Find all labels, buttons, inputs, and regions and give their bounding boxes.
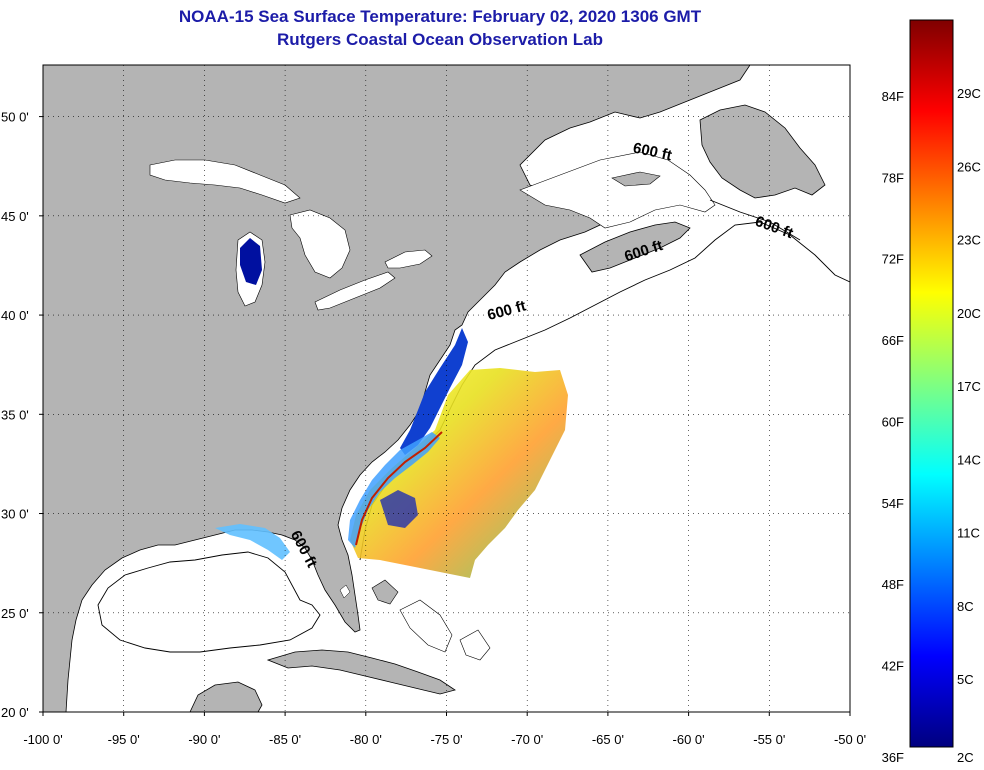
land-nova-scotia — [579, 221, 691, 273]
land-bahamas — [371, 579, 399, 605]
lat-tick-label: 25 0' — [1, 606, 29, 621]
lat-tick-label: 20 0' — [1, 705, 29, 720]
colorbar-f-label: 48F — [882, 577, 904, 592]
lon-tick-label: -70 0' — [511, 732, 543, 747]
land-newfoundland — [699, 104, 826, 199]
lon-tick-label: -85 0' — [269, 732, 301, 747]
lon-tick-label: -90 0' — [188, 732, 220, 747]
gulf-st-lawrence — [519, 151, 716, 229]
lat-tick-label: 45 0' — [1, 209, 29, 224]
colorbar-c-label: 17C — [957, 379, 981, 394]
land-bahamas-2 — [399, 599, 453, 653]
sst-lake-michigan — [240, 238, 262, 285]
colorbar-labels: 84F 78F 72F 66F 60F 54F 48F 42F 36F 29C 26C 23C 20C 1… — [882, 86, 981, 765]
lon-tick-label: -50 0' — [834, 732, 866, 747]
lon-tick-label: -80 0' — [350, 732, 382, 747]
colorbar-f-label: 54F — [882, 496, 904, 511]
land-yucatan — [189, 681, 263, 712]
sst-cold-eddy — [380, 490, 418, 528]
colorbar-f-label: 36F — [882, 750, 904, 765]
lon-tick-label: -60 0' — [673, 732, 705, 747]
lon-tick-label: -65 0' — [592, 732, 624, 747]
colorbar-f-label: 72F — [882, 252, 904, 267]
colorbar — [909, 19, 954, 748]
lat-tick-label: 35 0' — [1, 407, 29, 422]
contour-grand-banks — [709, 199, 801, 241]
lake-huron — [289, 209, 351, 279]
colorbar-c-label: 26C — [957, 159, 981, 174]
colorbar-c-label: 14C — [957, 452, 981, 467]
lon-tick-label: -100 0' — [23, 732, 62, 747]
colorbar-c-label: 20C — [957, 306, 981, 321]
colorbar-c-label: 29C — [957, 86, 981, 101]
colorbar-f-label: 84F — [882, 89, 904, 104]
lake-ontario — [384, 249, 433, 269]
colorbar-c-label: 11C — [957, 526, 980, 541]
lat-tick-label: 40 0' — [1, 308, 29, 323]
land-cuba — [266, 649, 456, 695]
lon-tick-label: -55 0' — [753, 732, 785, 747]
lake-superior — [149, 159, 301, 204]
lat-tick-label: 50 0' — [1, 110, 29, 125]
colorbar-c-label: 5C — [957, 672, 974, 687]
map-ticks: -100 0' -95 0' -90 0' -85 0' -80 0' -75 0' -70… — [1, 110, 866, 747]
lon-tick-label: -95 0' — [108, 732, 140, 747]
land-bahamas-3 — [459, 629, 491, 661]
colorbar-f-label: 78F — [882, 170, 904, 185]
colorbar-f-label: 60F — [882, 414, 904, 429]
contour-gulf — [97, 551, 321, 653]
lake-okeechobee — [339, 584, 351, 599]
map-title: NOAA-15 Sea Surface Temperature: Februar… — [178, 7, 702, 26]
sst-cold-coastal — [400, 328, 468, 455]
land-anticosti — [611, 171, 661, 187]
map-subtitle: Rutgers Coastal Ocean Observation Lab — [277, 30, 603, 49]
lake-erie — [314, 271, 396, 311]
colorbar-c-label: 2C — [957, 750, 974, 765]
sst-gulf-patch — [215, 524, 290, 560]
lon-tick-label: -75 0' — [430, 732, 462, 747]
colorbar-f-label: 42F — [882, 659, 904, 674]
lat-tick-label: 30 0' — [1, 507, 29, 522]
colorbar-f-label: 66F — [882, 333, 904, 348]
colorbar-c-label: 23C — [957, 233, 981, 248]
colorbar-c-label: 8C — [957, 599, 974, 614]
sst-gulf-stream-edge — [355, 431, 443, 546]
